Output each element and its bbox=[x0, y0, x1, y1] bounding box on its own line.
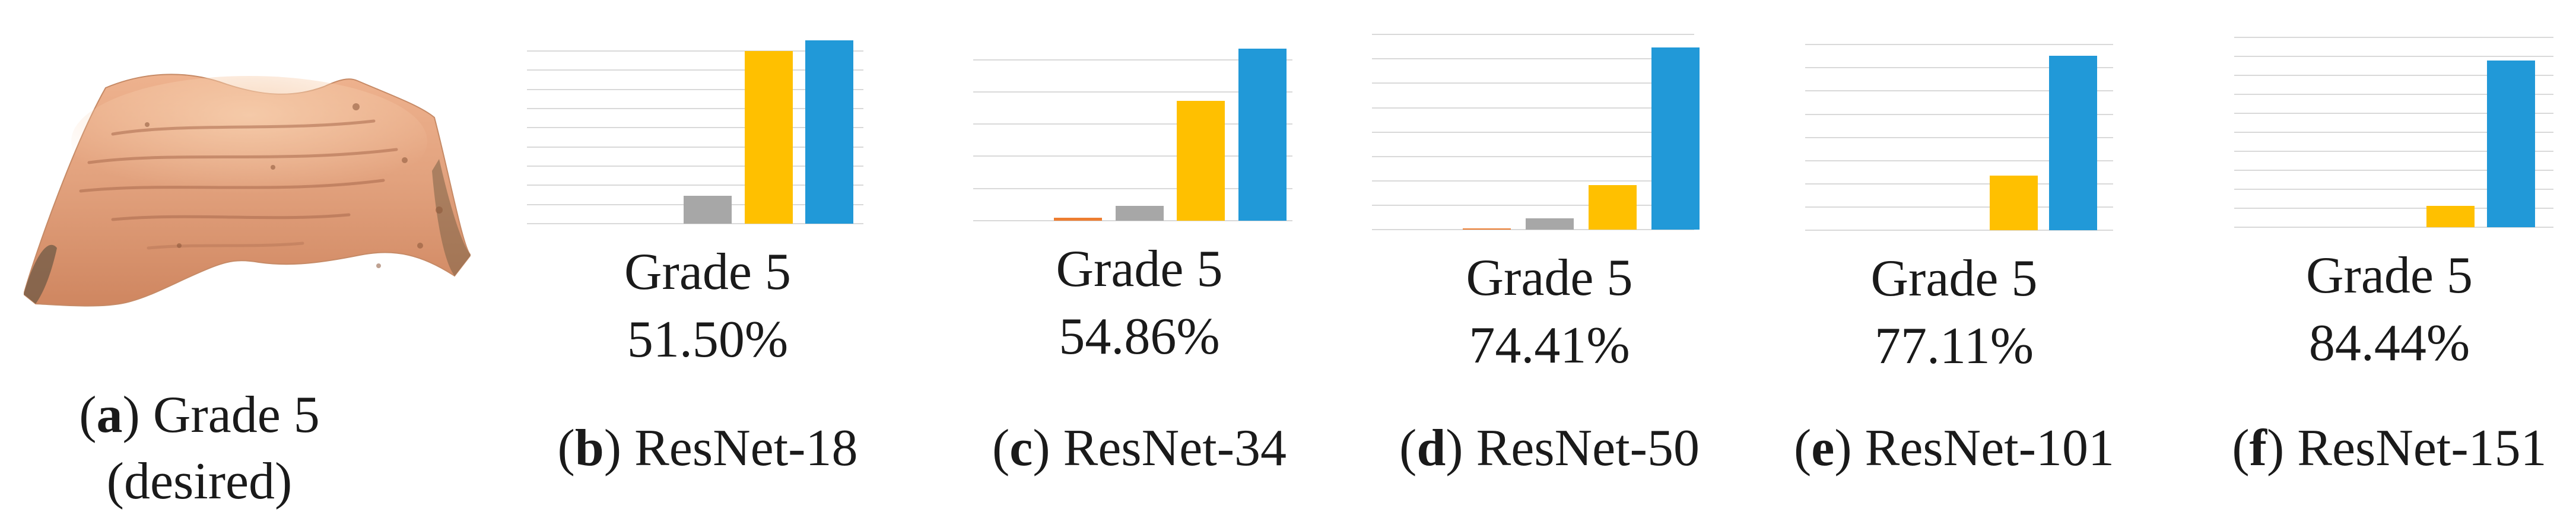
chart-gridline bbox=[1805, 160, 2113, 161]
bar-grade-2 bbox=[1463, 228, 1511, 230]
hair-shadow-left bbox=[24, 244, 57, 304]
chart-grade-label: Grade 5 bbox=[1870, 250, 2038, 307]
chart-gridline bbox=[1372, 180, 1694, 182]
chart-gridline bbox=[1805, 183, 2113, 185]
bar-grade-4 bbox=[745, 51, 793, 224]
chart-gridline bbox=[1372, 131, 1694, 133]
chart-gridline bbox=[1805, 67, 2113, 69]
skin-highlight bbox=[71, 76, 427, 206]
chart-percent-label: 51.50% bbox=[627, 311, 789, 368]
chart-gridline bbox=[973, 155, 1292, 157]
chart-baseline bbox=[973, 220, 1292, 221]
chart-gridline bbox=[2234, 189, 2553, 190]
chart-gridline bbox=[1372, 34, 1694, 36]
chart-gridline bbox=[527, 146, 863, 148]
bar-grade-5 bbox=[1238, 49, 1287, 221]
chart-gridline bbox=[2234, 113, 2553, 114]
chart-grade-label: Grade 5 bbox=[1466, 249, 1633, 307]
chart-gridline bbox=[527, 107, 863, 109]
chart-caption: (b) ResNet-18 bbox=[557, 419, 858, 477]
chart-caption-letter: e bbox=[1811, 419, 1835, 477]
chart-caption-letter: d bbox=[1416, 419, 1446, 477]
chart-baseline bbox=[527, 223, 863, 224]
chart-gridline bbox=[527, 88, 863, 90]
chart-gridline bbox=[1805, 136, 2113, 138]
chart-gridline bbox=[1805, 206, 2113, 208]
chart-gridline bbox=[1805, 113, 2113, 115]
bar-grade-3 bbox=[1526, 218, 1574, 230]
chart-gridline bbox=[973, 187, 1292, 189]
chart-caption-letter: b bbox=[574, 419, 604, 477]
chart-gridline bbox=[1372, 155, 1694, 157]
bar-grade-4 bbox=[2426, 206, 2475, 227]
chart-gridline bbox=[2234, 151, 2553, 152]
chart-gridline bbox=[2234, 56, 2553, 57]
chart-gridline bbox=[527, 165, 863, 167]
chart-gridline bbox=[1372, 58, 1694, 60]
chart-gridline bbox=[973, 91, 1292, 93]
chart-percent-label: 77.11% bbox=[1874, 317, 2034, 375]
chart-gridline bbox=[1372, 107, 1694, 109]
chart-gridline bbox=[1805, 44, 2113, 46]
chart-gridline bbox=[2234, 170, 2553, 171]
chart-baseline bbox=[1372, 229, 1694, 230]
chart-gridline bbox=[1372, 82, 1694, 84]
bar-grade-2 bbox=[1054, 218, 1102, 221]
chart-grade-label: Grade 5 bbox=[624, 243, 791, 301]
chart-gridline bbox=[527, 127, 863, 129]
chart-gridline bbox=[973, 123, 1292, 125]
panel-a-caption-line2: (desired) bbox=[106, 453, 293, 510]
bar-grade-5 bbox=[2049, 56, 2097, 230]
wrinkle-lines bbox=[79, 119, 398, 250]
chart-grade-label: Grade 5 bbox=[1056, 240, 1223, 298]
chart-gridline bbox=[1372, 204, 1694, 206]
chart-gridline bbox=[527, 185, 863, 186]
chart-gridline bbox=[527, 69, 863, 71]
chart-baseline bbox=[1805, 230, 2113, 231]
chart-gridline bbox=[2234, 94, 2553, 95]
chart-percent-label: 84.44% bbox=[2308, 314, 2470, 372]
bar-grade-4 bbox=[1990, 176, 2038, 230]
chart-caption-letter: c bbox=[1009, 419, 1033, 477]
bar-grade-5 bbox=[805, 40, 853, 224]
chart-caption: (c) ResNet-34 bbox=[992, 419, 1287, 477]
chart-percent-label: 54.86% bbox=[1059, 308, 1220, 365]
chart-caption-letter: f bbox=[2249, 419, 2267, 477]
chart-caption: (f) ResNet-151 bbox=[2232, 419, 2547, 477]
bar-grade-5 bbox=[1651, 47, 1700, 230]
forehead-photo bbox=[24, 74, 471, 307]
chart-gridline bbox=[2234, 37, 2553, 38]
chart-percent-label: 74.41% bbox=[1469, 317, 1630, 374]
chart-baseline bbox=[2234, 227, 2553, 228]
chart-grade-label: Grade 5 bbox=[2306, 247, 2473, 304]
bar-grade-5 bbox=[2487, 61, 2535, 227]
panel-a-letter: a bbox=[96, 386, 123, 444]
chart-gridline bbox=[973, 59, 1292, 61]
chart-gridline bbox=[2234, 132, 2553, 133]
bar-grade-4 bbox=[1177, 101, 1225, 221]
bar-grade-4 bbox=[1589, 185, 1637, 230]
chart-gridline bbox=[527, 50, 863, 52]
chart-gridline bbox=[2234, 75, 2553, 76]
chart-gridline bbox=[2234, 208, 2553, 209]
panel-a-caption-line1: (a) Grade 5 bbox=[79, 386, 320, 444]
chart-caption: (e) ResNet-101 bbox=[1793, 419, 2115, 477]
skin-spots bbox=[145, 103, 443, 268]
hair-shadow-right bbox=[432, 159, 471, 276]
chart-gridline bbox=[1805, 90, 2113, 92]
bar-grade-3 bbox=[1116, 206, 1164, 221]
bar-grade-3 bbox=[684, 196, 732, 224]
chart-caption: (d) ResNet-50 bbox=[1399, 419, 1700, 477]
